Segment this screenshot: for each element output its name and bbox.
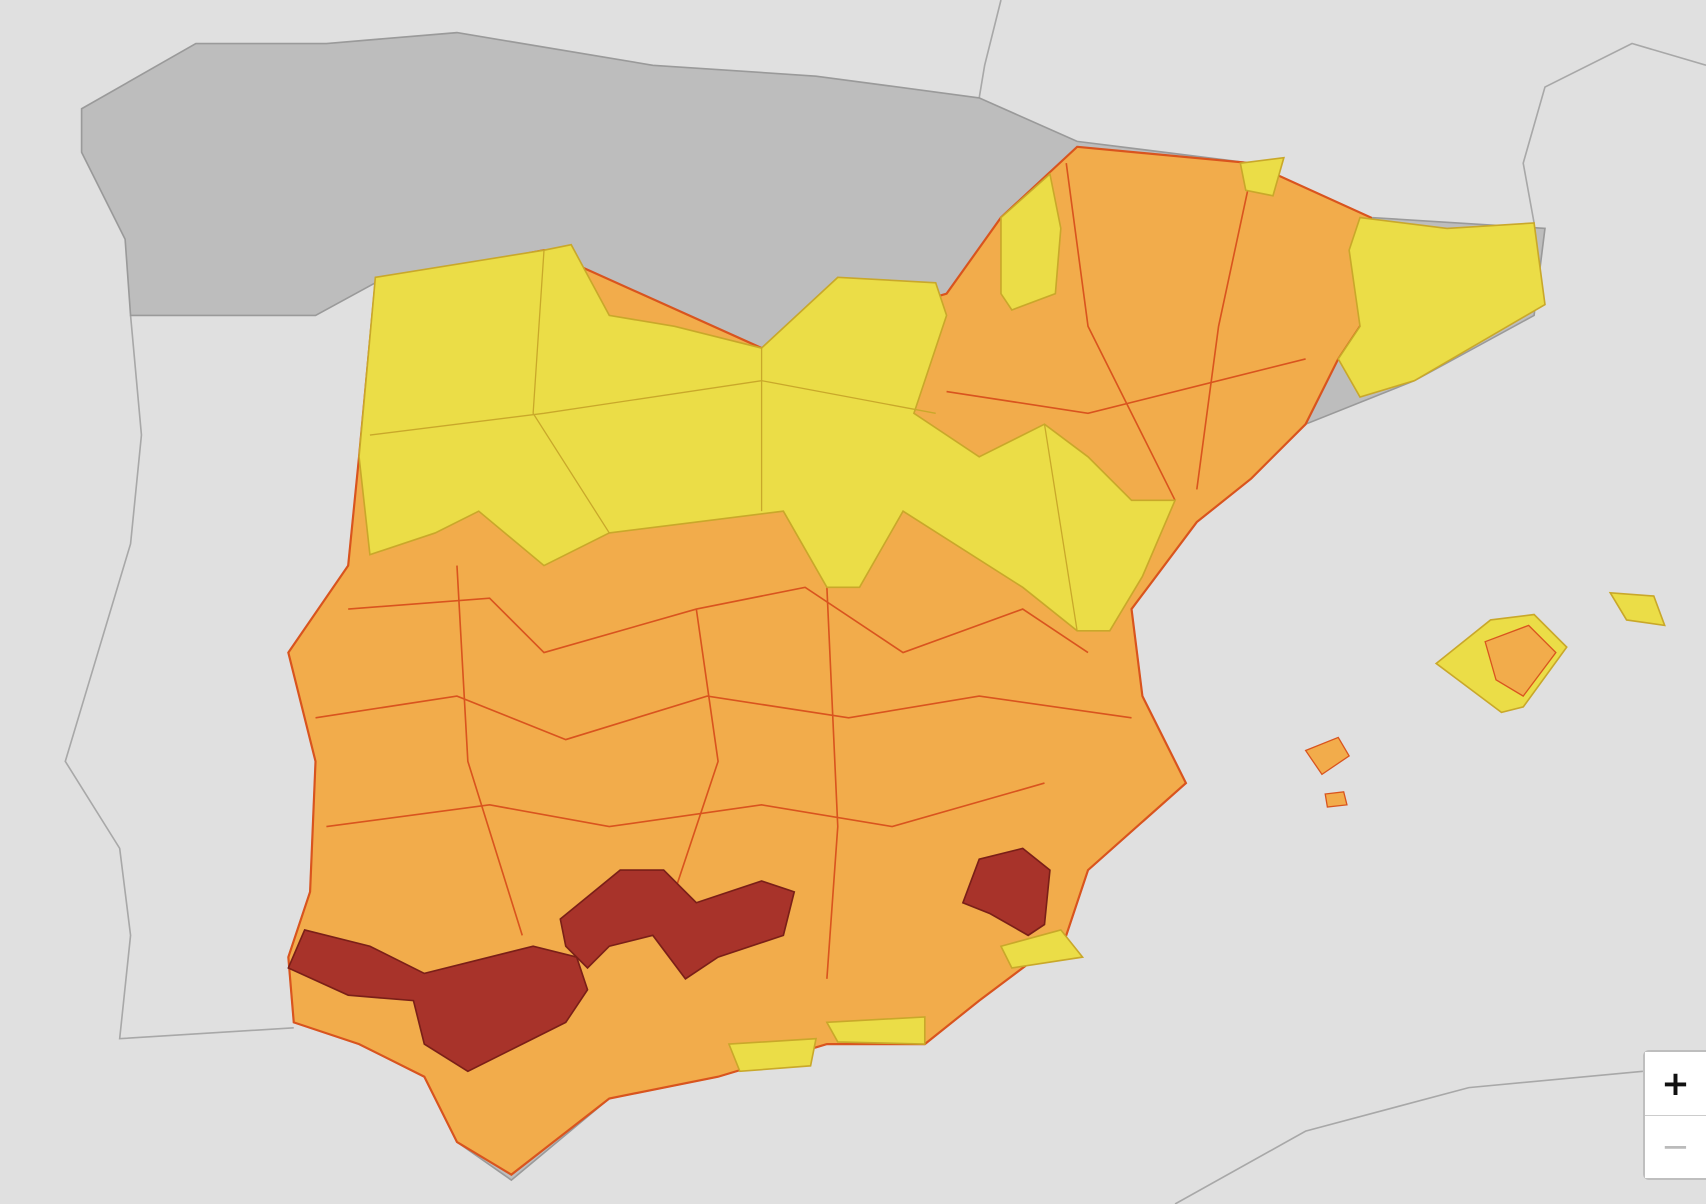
country-borders: [64, 0, 1706, 1204]
zoom-out-button[interactable]: −: [1645, 1115, 1706, 1178]
orange-islands: [1304, 624, 1557, 808]
zoom-control: + −: [1643, 1050, 1706, 1180]
red-zones: [287, 847, 1051, 1073]
orange-borders: [315, 163, 1306, 979]
zoom-in-button[interactable]: +: [1645, 1052, 1706, 1115]
yellow-zones: [358, 156, 1666, 1073]
yellow-borders: [369, 250, 1078, 631]
